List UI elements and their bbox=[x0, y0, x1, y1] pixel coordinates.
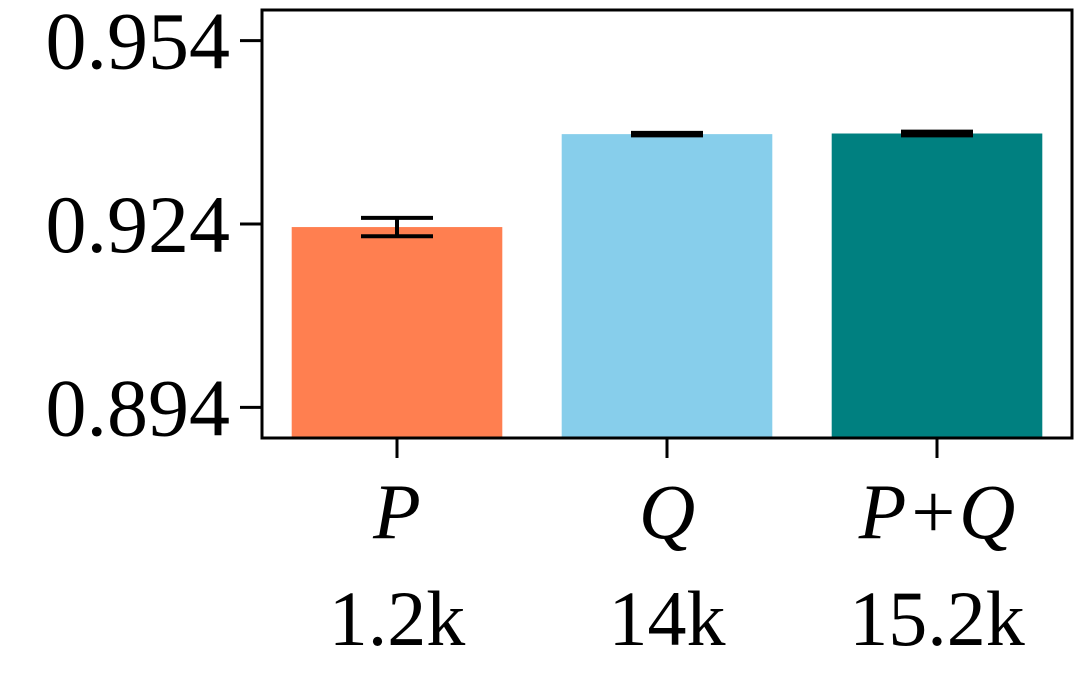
x-tick-sublabel: 15.2k bbox=[849, 575, 1025, 662]
x-tick-sublabel: 14k bbox=[609, 575, 726, 662]
bar bbox=[561, 134, 773, 438]
bar bbox=[291, 227, 503, 438]
y-axis: 0.954 0.924 0.894 bbox=[46, 0, 262, 453]
bar bbox=[831, 133, 1043, 438]
y-tick-label: 0.924 bbox=[46, 179, 231, 270]
x-axis: P 1.2k Q 14k P+Q 15.2k bbox=[329, 438, 1025, 662]
x-tick-label: P+Q bbox=[858, 468, 1016, 555]
error-bars bbox=[361, 129, 973, 239]
x-tick-label: P bbox=[372, 468, 421, 555]
y-tick-label: 0.894 bbox=[46, 362, 231, 453]
y-tick-label: 0.954 bbox=[46, 0, 231, 87]
bars bbox=[291, 133, 1043, 438]
x-tick-sublabel: 1.2k bbox=[329, 575, 466, 662]
x-tick-label: Q bbox=[639, 468, 695, 555]
